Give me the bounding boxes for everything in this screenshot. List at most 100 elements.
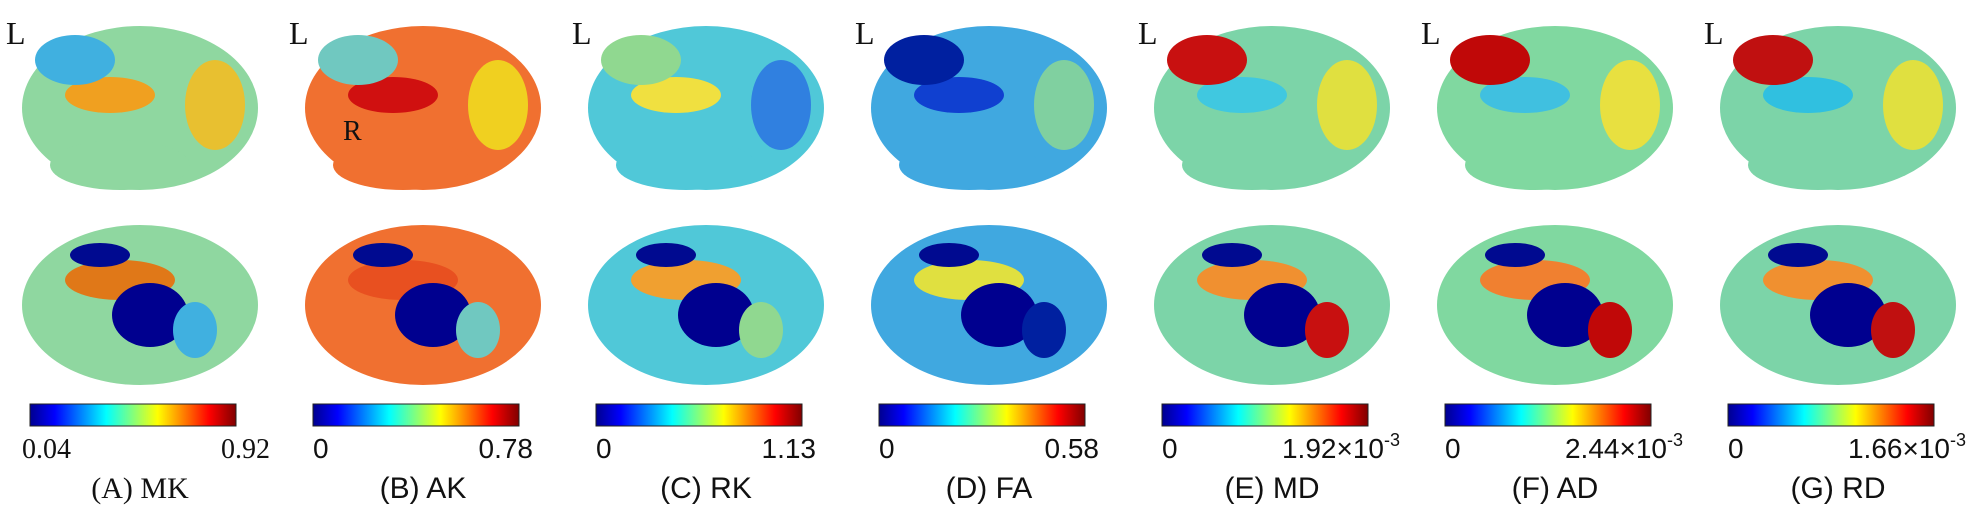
brain-temporal bbox=[333, 140, 473, 190]
colorbar bbox=[1727, 403, 1935, 427]
brain-region bbox=[1034, 60, 1094, 150]
brain-region bbox=[456, 302, 500, 358]
panel: L 0 2.44×10-3 (F) AD bbox=[1421, 15, 1683, 505]
brain-region bbox=[961, 283, 1037, 347]
colorbar-max: 2.44×10-3 bbox=[1565, 430, 1683, 464]
brain-region bbox=[739, 302, 783, 358]
brain-region bbox=[1450, 35, 1530, 85]
brain-region bbox=[1588, 302, 1632, 358]
brain-region bbox=[1527, 283, 1603, 347]
panel-caption: (D) FA bbox=[946, 472, 1033, 505]
panel: L 0 1.92×10-3 (E) MD bbox=[1138, 15, 1400, 505]
colorbar-min: 0 bbox=[596, 433, 612, 464]
brain-region bbox=[601, 35, 681, 85]
panel-caption: (A) MK bbox=[91, 472, 189, 505]
brain-region bbox=[1810, 283, 1886, 347]
colorbar bbox=[312, 403, 520, 427]
brain-region bbox=[1244, 283, 1320, 347]
panel: L 0 0.58 (D) FA bbox=[855, 15, 1107, 505]
brain-region bbox=[468, 60, 528, 150]
brain-region bbox=[318, 35, 398, 85]
brain-region bbox=[884, 35, 964, 85]
colorbar-max-mantissa: 1.66×10 bbox=[1848, 433, 1950, 464]
colorbar bbox=[595, 403, 803, 427]
brain-region bbox=[1768, 243, 1828, 267]
hemisphere-label: L bbox=[1421, 15, 1441, 51]
brain-region bbox=[112, 283, 188, 347]
region-label: R bbox=[343, 116, 362, 147]
hemisphere-label: L bbox=[855, 15, 875, 51]
brain-region bbox=[35, 35, 115, 85]
colorbar-min: 0 bbox=[879, 433, 895, 464]
brain-region bbox=[636, 243, 696, 267]
colorbar-max-mantissa: 1.13 bbox=[762, 433, 817, 464]
colorbar-max-mantissa: 0.92 bbox=[221, 434, 270, 465]
panel-caption: (F) AD bbox=[1512, 472, 1599, 505]
colorbar bbox=[1161, 403, 1369, 427]
colorbar-max: 0.58 bbox=[1045, 433, 1100, 464]
panel: L R 0 0.78 (B) AK bbox=[289, 15, 541, 505]
brain-region bbox=[1197, 77, 1287, 113]
colorbar-min: 0.04 bbox=[22, 434, 71, 465]
panel: L 0 1.13 (C) RK bbox=[572, 15, 824, 505]
panel-caption: (B) AK bbox=[380, 472, 467, 505]
panel-caption: (E) MD bbox=[1225, 472, 1320, 505]
brain-temporal bbox=[50, 140, 190, 190]
colorbar-max-exponent: -3 bbox=[1667, 430, 1683, 450]
hemisphere-label: L bbox=[572, 15, 592, 51]
panel: L 0.04 0.92 (A) MK bbox=[6, 15, 270, 505]
brain-region bbox=[185, 60, 245, 150]
brain-region bbox=[70, 243, 130, 267]
brain-temporal bbox=[1748, 140, 1888, 190]
colorbar bbox=[878, 403, 1086, 427]
brain-temporal bbox=[1465, 140, 1605, 190]
colorbar-max-mantissa: 0.78 bbox=[479, 433, 534, 464]
brain-region bbox=[1871, 302, 1915, 358]
brain-region bbox=[1733, 35, 1813, 85]
brain-region bbox=[353, 243, 413, 267]
brain-region bbox=[678, 283, 754, 347]
hemisphere-label: L bbox=[6, 15, 26, 51]
brain-region bbox=[631, 77, 721, 113]
brain-region bbox=[1883, 60, 1943, 150]
brain-region bbox=[1480, 77, 1570, 113]
hemisphere-label: L bbox=[1704, 15, 1724, 51]
brain-region bbox=[1763, 77, 1853, 113]
colorbar-max: 1.66×10-3 bbox=[1848, 430, 1966, 464]
brain-region bbox=[65, 77, 155, 113]
colorbar-min: 0 bbox=[1728, 433, 1744, 464]
colorbar-min: 0 bbox=[1162, 433, 1178, 464]
brain-region bbox=[1202, 243, 1262, 267]
colorbar-max: 0.92 bbox=[221, 434, 270, 465]
brain-temporal bbox=[1182, 140, 1322, 190]
colorbar-max-mantissa: 2.44×10 bbox=[1565, 433, 1667, 464]
brain-region bbox=[1167, 35, 1247, 85]
colorbar-max-mantissa: 0.58 bbox=[1045, 433, 1100, 464]
brain-region bbox=[919, 243, 979, 267]
panel: L 0 1.66×10-3 (G) RD bbox=[1704, 15, 1966, 505]
colorbar-max-mantissa: 1.92×10 bbox=[1282, 433, 1384, 464]
brain-region bbox=[348, 77, 438, 113]
panel-caption: (C) RK bbox=[660, 472, 752, 505]
brain-region bbox=[1022, 302, 1066, 358]
brain-region bbox=[1305, 302, 1349, 358]
brain-region bbox=[1600, 60, 1660, 150]
panel-caption: (G) RD bbox=[1791, 472, 1886, 505]
brain-region bbox=[173, 302, 217, 358]
brain-region bbox=[914, 77, 1004, 113]
colorbar-max: 1.92×10-3 bbox=[1282, 430, 1400, 464]
colorbar bbox=[29, 403, 237, 427]
hemisphere-label: L bbox=[1138, 15, 1158, 51]
colorbar-max-exponent: -3 bbox=[1950, 430, 1966, 450]
colorbar-max: 1.13 bbox=[762, 433, 817, 464]
brain-temporal bbox=[899, 140, 1039, 190]
colorbar-min: 0 bbox=[313, 433, 329, 464]
colorbar bbox=[1444, 403, 1652, 427]
brain-temporal bbox=[616, 140, 756, 190]
brain-region bbox=[1317, 60, 1377, 150]
brain-region bbox=[751, 60, 811, 150]
hemisphere-label: L bbox=[289, 15, 309, 51]
brain-region bbox=[395, 283, 471, 347]
colorbar-max-exponent: -3 bbox=[1384, 430, 1400, 450]
